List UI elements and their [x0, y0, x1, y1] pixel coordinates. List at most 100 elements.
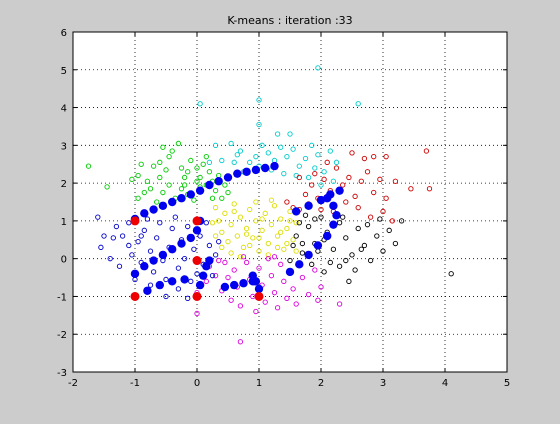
data-point — [367, 214, 374, 220]
data-point — [141, 227, 147, 233]
data-point — [352, 193, 358, 199]
data-point — [222, 259, 228, 266]
data-point — [343, 199, 349, 205]
y-tick-label: -3 — [57, 368, 67, 379]
centroid-history-point — [242, 167, 251, 176]
data-point — [95, 214, 101, 220]
data-point — [216, 218, 222, 224]
y-tick-label: -2 — [57, 330, 67, 341]
centroid-history-point — [329, 201, 338, 210]
y-tick-label: 6 — [61, 28, 67, 39]
data-point — [392, 178, 399, 184]
data-point — [163, 167, 169, 173]
data-point — [243, 225, 250, 232]
data-point — [188, 278, 194, 284]
data-point — [253, 199, 259, 205]
data-point — [228, 222, 234, 228]
x-tick-label: 2 — [318, 378, 324, 389]
centroid-history-point — [239, 279, 248, 288]
data-point — [290, 242, 296, 249]
centroid-history-point — [251, 165, 261, 175]
data-point — [163, 293, 169, 300]
data-point — [116, 263, 123, 269]
data-point — [312, 171, 318, 177]
y-tick-label: 5 — [61, 66, 67, 77]
data-point — [321, 176, 327, 182]
centroid-history-point — [155, 280, 164, 290]
data-point — [268, 197, 275, 203]
data-point — [237, 339, 244, 345]
data-point — [194, 310, 200, 317]
data-point — [302, 155, 309, 162]
data-point — [147, 282, 154, 288]
data-point — [305, 223, 312, 230]
data-point — [181, 256, 188, 262]
data-point — [408, 186, 414, 192]
data-point — [321, 169, 327, 175]
y-tick-label: 1 — [61, 217, 67, 228]
initial-centroids — [130, 216, 264, 301]
data-point — [358, 246, 364, 252]
data-point — [228, 297, 234, 303]
data-point — [274, 244, 281, 250]
data-point — [216, 239, 222, 245]
data-point — [169, 148, 175, 154]
data-point — [250, 235, 256, 241]
data-point — [144, 216, 151, 222]
data-point — [237, 303, 244, 309]
centroid-history-point — [332, 211, 341, 220]
data-point — [293, 248, 299, 254]
data-point — [296, 220, 302, 226]
centroid-history-point — [285, 267, 295, 277]
data-point — [290, 286, 296, 292]
centroid-history-point — [220, 282, 230, 292]
data-point — [281, 171, 287, 177]
data-point — [110, 235, 116, 241]
data-point — [278, 261, 284, 267]
data-point — [309, 182, 315, 188]
data-point — [336, 220, 343, 226]
data-point — [104, 184, 110, 190]
data-point — [154, 235, 160, 241]
data-point — [129, 252, 135, 258]
data-point — [299, 250, 306, 256]
x-tick-label: -1 — [130, 378, 140, 389]
data-point — [219, 229, 225, 235]
data-point — [163, 276, 169, 283]
data-point — [188, 157, 194, 164]
data-point — [290, 237, 296, 243]
centroid-history-point — [149, 256, 158, 265]
data-point — [361, 155, 368, 162]
centroid-history-point — [168, 197, 177, 207]
data-point — [284, 154, 290, 160]
data-point — [383, 154, 389, 160]
y-tick-label: 3 — [61, 141, 67, 152]
data-point — [107, 256, 113, 262]
data-point — [191, 246, 197, 252]
centroid-history-point — [316, 195, 326, 205]
data-point — [253, 154, 259, 160]
data-point — [355, 225, 361, 232]
centroid-history-point — [143, 286, 152, 295]
data-point — [256, 248, 262, 254]
data-point — [284, 225, 290, 232]
data-point — [253, 218, 259, 224]
data-point — [228, 250, 234, 256]
data-point — [290, 146, 296, 152]
centroid-history-point — [149, 205, 158, 214]
data-point — [299, 240, 306, 247]
centroid-history-point — [214, 177, 223, 186]
initial-centroid-point — [130, 216, 140, 226]
data-point — [231, 159, 237, 165]
data-point — [237, 148, 244, 154]
data-point — [166, 154, 172, 160]
data-point — [175, 265, 182, 271]
data-point — [240, 244, 247, 250]
data-point — [333, 165, 340, 171]
data-point — [206, 159, 213, 165]
x-tick-label: 5 — [504, 378, 510, 389]
centroid-history-point — [270, 161, 279, 171]
initial-centroid-point — [192, 291, 202, 301]
data-point — [265, 150, 271, 156]
data-point — [336, 301, 343, 307]
